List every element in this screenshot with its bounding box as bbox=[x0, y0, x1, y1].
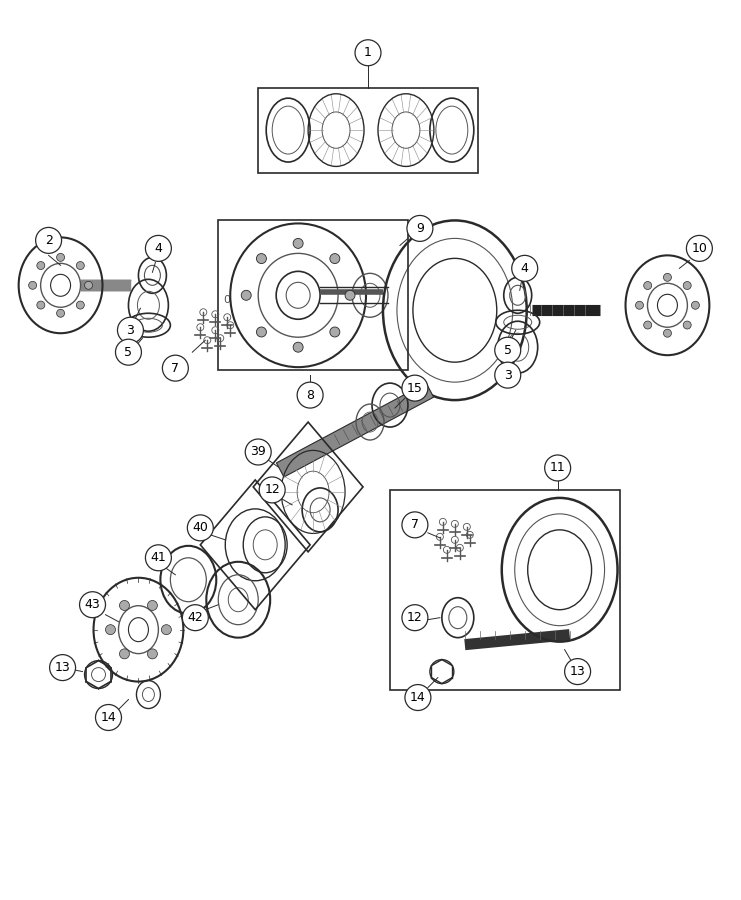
Text: 3: 3 bbox=[504, 369, 512, 382]
Text: 12: 12 bbox=[265, 483, 280, 497]
Circle shape bbox=[636, 302, 643, 310]
Text: 14: 14 bbox=[410, 691, 426, 704]
Circle shape bbox=[663, 329, 671, 338]
Circle shape bbox=[683, 321, 691, 329]
Circle shape bbox=[256, 327, 267, 337]
Text: 13: 13 bbox=[570, 665, 585, 678]
Circle shape bbox=[355, 40, 381, 66]
Circle shape bbox=[545, 455, 571, 481]
Circle shape bbox=[245, 439, 271, 465]
Circle shape bbox=[663, 274, 671, 282]
Circle shape bbox=[402, 605, 428, 631]
Text: 4: 4 bbox=[521, 262, 528, 274]
Circle shape bbox=[145, 236, 171, 261]
Circle shape bbox=[402, 375, 428, 401]
Circle shape bbox=[495, 362, 521, 388]
Circle shape bbox=[116, 339, 142, 365]
Text: 40: 40 bbox=[193, 521, 208, 535]
Circle shape bbox=[76, 262, 84, 269]
Circle shape bbox=[293, 238, 303, 248]
Circle shape bbox=[79, 591, 105, 617]
Bar bbox=[219, 220, 408, 370]
Circle shape bbox=[256, 254, 267, 264]
Circle shape bbox=[37, 262, 44, 269]
Circle shape bbox=[162, 625, 171, 634]
Circle shape bbox=[402, 512, 428, 538]
Circle shape bbox=[56, 254, 64, 261]
Bar bbox=[258, 87, 478, 173]
Circle shape bbox=[36, 228, 62, 254]
Text: 11: 11 bbox=[550, 462, 565, 474]
Circle shape bbox=[147, 600, 157, 610]
Circle shape bbox=[119, 649, 130, 659]
Circle shape bbox=[105, 625, 116, 634]
Text: 12: 12 bbox=[407, 611, 423, 625]
Circle shape bbox=[182, 605, 208, 631]
Text: 43: 43 bbox=[84, 598, 100, 611]
Circle shape bbox=[495, 338, 521, 364]
Text: 39: 39 bbox=[250, 446, 266, 458]
Circle shape bbox=[683, 282, 691, 290]
Circle shape bbox=[145, 544, 171, 571]
Text: 8: 8 bbox=[306, 389, 314, 401]
Text: 2: 2 bbox=[44, 234, 53, 247]
Text: 10: 10 bbox=[691, 242, 708, 255]
Circle shape bbox=[118, 317, 144, 343]
Circle shape bbox=[686, 236, 712, 261]
Circle shape bbox=[259, 477, 285, 503]
Circle shape bbox=[405, 685, 431, 710]
Circle shape bbox=[37, 302, 44, 309]
Circle shape bbox=[147, 649, 157, 659]
Circle shape bbox=[407, 215, 433, 241]
Circle shape bbox=[187, 515, 213, 541]
Text: 15: 15 bbox=[407, 382, 423, 394]
Circle shape bbox=[56, 310, 64, 317]
Text: 9: 9 bbox=[416, 222, 424, 235]
Circle shape bbox=[565, 659, 591, 685]
Text: 5: 5 bbox=[124, 346, 133, 359]
Text: 13: 13 bbox=[55, 662, 70, 674]
Circle shape bbox=[76, 302, 84, 309]
Circle shape bbox=[29, 282, 36, 289]
Circle shape bbox=[644, 282, 651, 290]
Text: 0: 0 bbox=[223, 295, 230, 305]
Polygon shape bbox=[276, 383, 433, 477]
Circle shape bbox=[162, 356, 188, 381]
Circle shape bbox=[84, 282, 93, 289]
Text: 7: 7 bbox=[171, 362, 179, 374]
Circle shape bbox=[330, 327, 340, 337]
Circle shape bbox=[119, 600, 130, 610]
Text: 14: 14 bbox=[101, 711, 116, 724]
Text: 3: 3 bbox=[127, 324, 134, 337]
Circle shape bbox=[293, 342, 303, 352]
Circle shape bbox=[330, 254, 340, 264]
Bar bbox=[390, 490, 619, 689]
Text: 1: 1 bbox=[364, 46, 372, 59]
Circle shape bbox=[512, 256, 538, 282]
Circle shape bbox=[345, 291, 355, 301]
Circle shape bbox=[644, 321, 651, 329]
Text: 7: 7 bbox=[411, 518, 419, 531]
Circle shape bbox=[50, 654, 76, 680]
Circle shape bbox=[297, 382, 323, 408]
Circle shape bbox=[96, 705, 122, 731]
Text: 4: 4 bbox=[154, 242, 162, 255]
Circle shape bbox=[691, 302, 700, 310]
Text: 42: 42 bbox=[187, 611, 203, 625]
Text: 5: 5 bbox=[504, 344, 512, 356]
Text: 41: 41 bbox=[150, 552, 166, 564]
Circle shape bbox=[242, 291, 251, 301]
